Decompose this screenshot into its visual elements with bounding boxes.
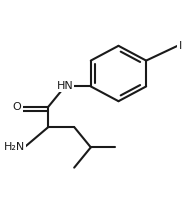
Text: H₂N: H₂N — [4, 142, 25, 152]
Text: I: I — [179, 41, 182, 51]
Text: O: O — [13, 102, 22, 112]
Text: HN: HN — [57, 81, 73, 90]
